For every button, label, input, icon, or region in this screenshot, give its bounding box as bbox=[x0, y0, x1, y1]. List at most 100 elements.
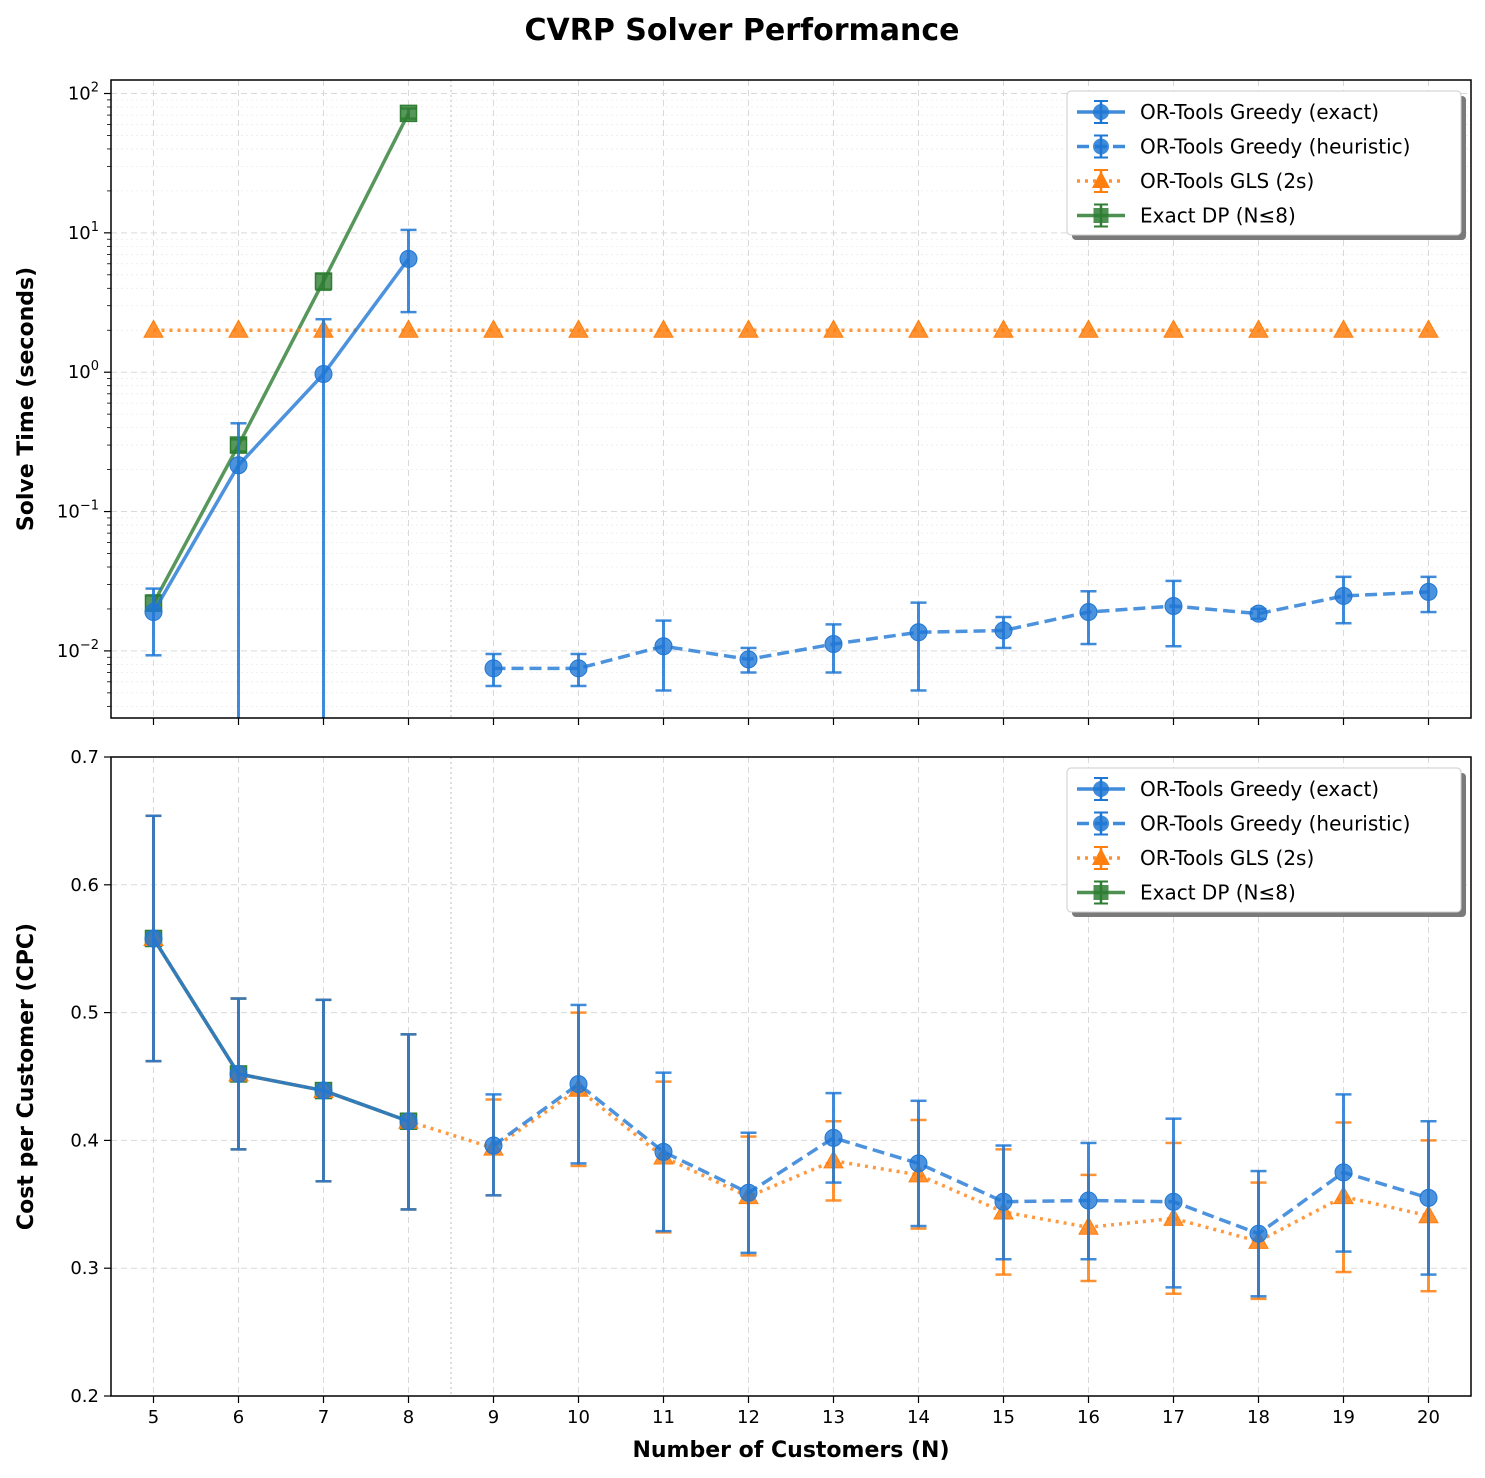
data-point bbox=[1249, 604, 1268, 623]
tick-exponent: −1 bbox=[80, 499, 99, 514]
data-point bbox=[653, 319, 674, 338]
series-or-tools-greedy-heuristic bbox=[484, 1003, 1438, 1298]
y-tick-label: 0.5 bbox=[70, 1003, 99, 1024]
tick-exponent: 1 bbox=[91, 220, 99, 235]
tick-base: 10 bbox=[57, 502, 80, 523]
legend-marker bbox=[1093, 104, 1109, 120]
legend-label: OR-Tools Greedy (exact) bbox=[1140, 100, 1379, 124]
legend-item-or-tools-greedy-exact: OR-Tools Greedy (exact) bbox=[1077, 777, 1379, 801]
y-tick-label: 0.2 bbox=[70, 1386, 99, 1407]
x-tick-label: 7 bbox=[318, 1407, 329, 1428]
legend-label: OR-Tools GLS (2s) bbox=[1140, 846, 1314, 870]
data-point bbox=[144, 929, 163, 948]
tick-base: 10 bbox=[57, 641, 80, 662]
x-tick-label: 20 bbox=[1417, 1407, 1440, 1428]
data-point bbox=[1164, 597, 1183, 616]
series-line bbox=[152, 937, 1429, 1244]
data-point bbox=[398, 319, 419, 338]
x-tick-label: 14 bbox=[907, 1407, 930, 1428]
data-point bbox=[824, 635, 843, 654]
data-point bbox=[144, 603, 163, 622]
data-point bbox=[994, 1192, 1013, 1211]
series-line bbox=[492, 1082, 1430, 1236]
x-tick-label: 17 bbox=[1162, 1407, 1185, 1428]
legend-box bbox=[1066, 767, 1462, 913]
series-or-tools-gls-2s bbox=[143, 319, 1439, 338]
legend-label: Exact DP (N≤8) bbox=[1140, 881, 1296, 905]
legend-box bbox=[1066, 90, 1462, 236]
bottom-chart-panel: 5 6 7 8 9 10 11 12 13 14 15 16 17 18 19 20 0.2 0.3 0.4 0.5 0… bbox=[14, 747, 1472, 1463]
x-tick-label: 15 bbox=[992, 1407, 1015, 1428]
data-point bbox=[229, 1064, 248, 1083]
x-axis-label: Number of Customers (N) bbox=[632, 1438, 949, 1463]
legend-marker bbox=[1092, 848, 1110, 865]
data-point bbox=[993, 319, 1014, 338]
series-line bbox=[151, 112, 411, 605]
legend: OR-Tools Greedy (exact) OR-Tools Greedy (… bbox=[1066, 90, 1466, 240]
x-tick-label: 18 bbox=[1247, 1407, 1270, 1428]
x-tick-label: 5 bbox=[148, 1407, 159, 1428]
x-tick-label: 11 bbox=[652, 1407, 675, 1428]
data-point bbox=[739, 1183, 758, 1202]
data-point bbox=[738, 319, 759, 338]
data-point bbox=[1163, 319, 1184, 338]
data-point bbox=[909, 1154, 928, 1173]
data-point bbox=[908, 319, 929, 338]
y-tick-label: 0.3 bbox=[70, 1258, 99, 1279]
data-point bbox=[569, 1075, 588, 1094]
series-or-tools-greedy-heuristic bbox=[484, 575, 1438, 692]
data-point bbox=[314, 272, 333, 290]
y-axis-label: Solve Time (seconds) bbox=[14, 267, 39, 531]
legend-label: OR-Tools Greedy (exact) bbox=[1140, 777, 1379, 801]
series-line bbox=[152, 937, 410, 1123]
data-point bbox=[399, 104, 418, 123]
data-point bbox=[909, 623, 928, 642]
data-point bbox=[1334, 586, 1353, 605]
plot-area bbox=[143, 814, 1439, 1301]
x-tick-label: 10 bbox=[567, 1407, 590, 1428]
data-point bbox=[1164, 1192, 1183, 1211]
data-point bbox=[399, 1112, 418, 1131]
tick-base: 10 bbox=[68, 362, 91, 383]
tick-base: 10 bbox=[68, 223, 91, 244]
x-tick-label: 13 bbox=[822, 1407, 845, 1428]
y-tick-label: 0.6 bbox=[70, 875, 99, 896]
legend-marker bbox=[1092, 171, 1110, 188]
legend-label: OR-Tools Greedy (heuristic) bbox=[1140, 812, 1410, 836]
tick-exponent: −2 bbox=[80, 638, 99, 653]
data-point bbox=[143, 319, 164, 338]
data-point bbox=[654, 637, 673, 656]
data-point bbox=[314, 1081, 333, 1100]
x-tick-label: 6 bbox=[233, 1407, 244, 1428]
data-point bbox=[399, 249, 418, 268]
data-point bbox=[1079, 603, 1098, 622]
data-point bbox=[739, 650, 758, 669]
series-line bbox=[151, 257, 410, 613]
y-axis-label: Cost per Customer (CPC) bbox=[14, 923, 39, 1230]
figure-title: CVRP Solver Performance bbox=[525, 13, 960, 48]
legend-item-exact-dp-n-8: Exact DP (N≤8) bbox=[1077, 203, 1296, 228]
legend-marker bbox=[1093, 138, 1109, 155]
legend-item-exact-dp-n-8: Exact DP (N≤8) bbox=[1077, 880, 1296, 905]
y-tick-label: 0.7 bbox=[70, 747, 99, 768]
y-tick-label: 100 bbox=[68, 359, 99, 383]
series-line bbox=[152, 937, 410, 1123]
data-point bbox=[228, 319, 249, 338]
data-point bbox=[484, 1136, 503, 1155]
x-tick-label: 12 bbox=[737, 1407, 760, 1428]
legend-item-or-tools-gls-2s: OR-Tools GLS (2s) bbox=[1077, 169, 1314, 193]
data-point bbox=[1334, 1163, 1353, 1182]
data-point bbox=[1248, 319, 1269, 338]
data-point bbox=[568, 319, 589, 338]
data-point bbox=[994, 621, 1013, 640]
legend-label: Exact DP (N≤8) bbox=[1140, 204, 1296, 228]
legend-marker bbox=[1093, 815, 1109, 832]
legend-item-or-tools-greedy-heuristic: OR-Tools Greedy (heuristic) bbox=[1077, 811, 1410, 836]
data-point bbox=[1249, 1224, 1268, 1243]
data-point bbox=[314, 365, 333, 384]
legend-item-or-tools-greedy-heuristic: OR-Tools Greedy (heuristic) bbox=[1077, 134, 1410, 159]
legend-item-or-tools-gls-2s: OR-Tools GLS (2s) bbox=[1077, 846, 1314, 870]
tick-exponent: 2 bbox=[91, 81, 99, 96]
